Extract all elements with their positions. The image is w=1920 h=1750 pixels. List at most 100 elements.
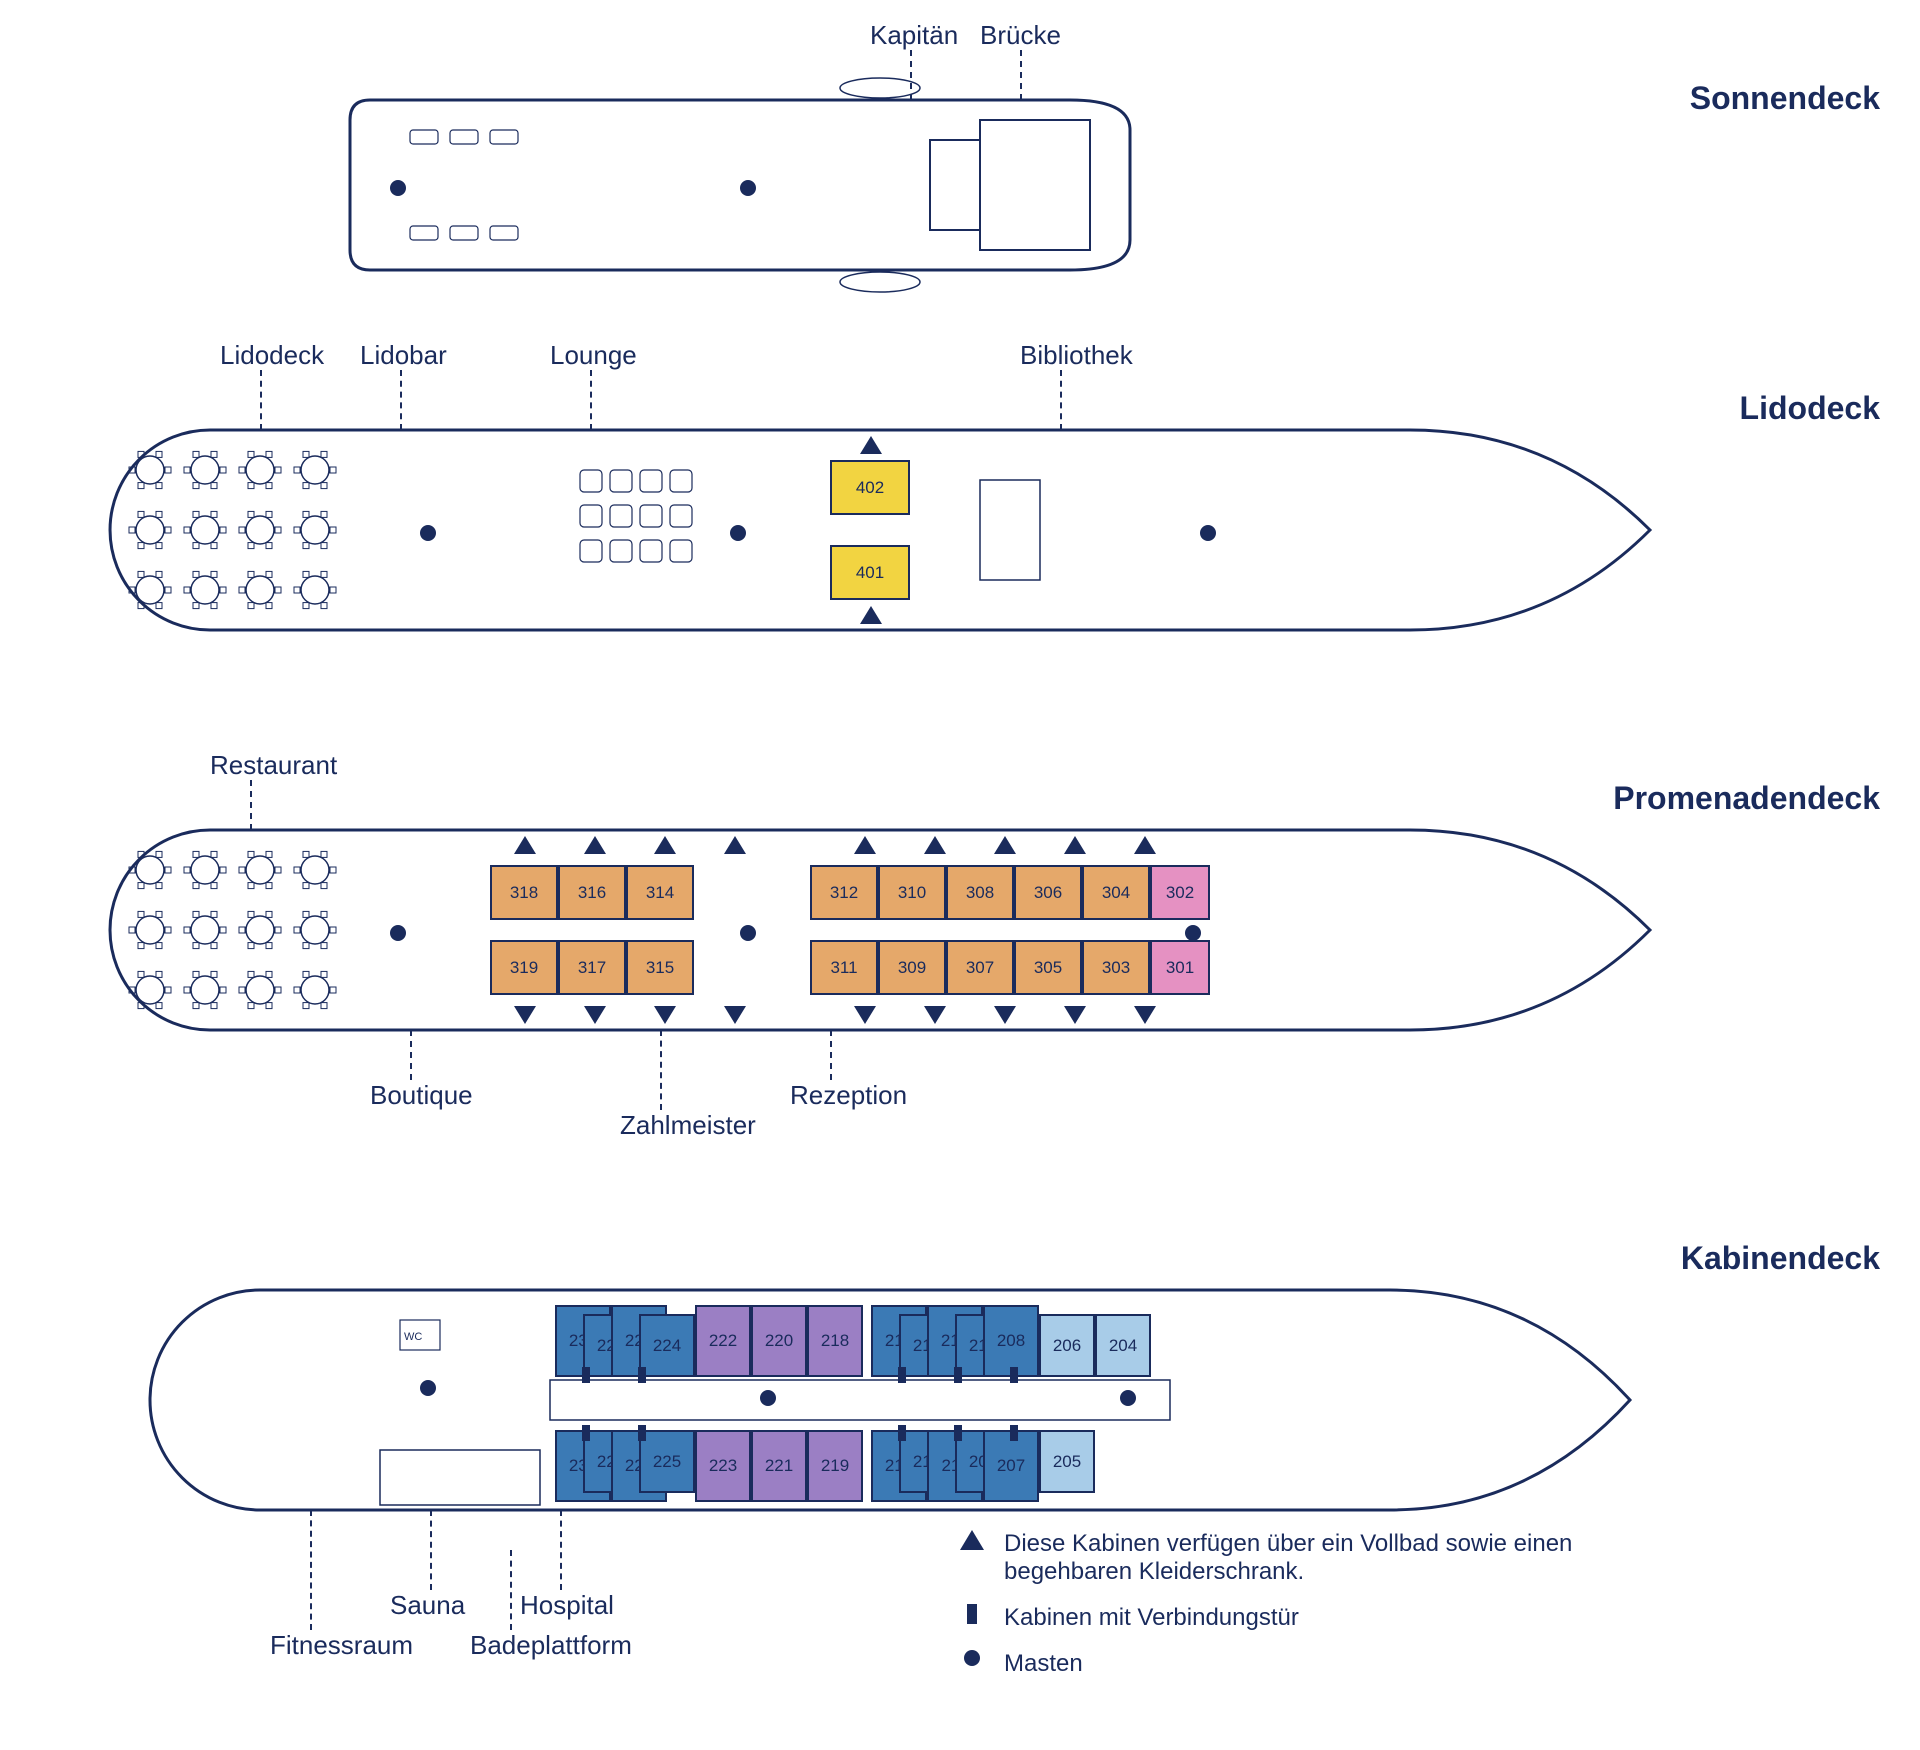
leader-line	[410, 1030, 412, 1080]
area-label-bibliothek: Bibliothek	[1020, 340, 1133, 371]
svg-text:WC: WC	[404, 1331, 422, 1343]
cabin-219: 219	[807, 1430, 863, 1502]
connecting-door-icon	[1010, 1425, 1018, 1441]
mast-icon	[740, 180, 756, 196]
leader-line	[310, 1510, 312, 1630]
area-label-lidodeck: Lidodeck	[220, 340, 324, 371]
connecting-door-icon	[898, 1367, 906, 1383]
legend-item: Kabinen mit Verbindungstür	[960, 1604, 1760, 1632]
area-label-lounge: Lounge	[550, 340, 637, 371]
cabin-311: 311	[810, 940, 878, 995]
cabin-224: 224	[639, 1314, 695, 1377]
area-label-zahlmeister: Zahlmeister	[620, 1110, 756, 1141]
fullbath-icon	[860, 436, 882, 454]
connecting-door-icon	[954, 1367, 962, 1383]
fullbath-icon	[994, 836, 1016, 854]
cabin-307: 307	[946, 940, 1014, 995]
leader-line	[560, 1510, 562, 1590]
mast-icon	[760, 1390, 776, 1406]
fullbath-icon	[994, 1006, 1016, 1024]
hull-outline	[20, 340, 1720, 710]
fullbath-icon	[584, 1006, 606, 1024]
area-label-brücke: Brücke	[980, 20, 1061, 51]
cabin-314: 314	[626, 865, 694, 920]
cabin-305: 305	[1014, 940, 1082, 995]
area-label-restaurant: Restaurant	[210, 750, 337, 781]
cabin-306: 306	[1014, 865, 1082, 920]
cabin-312: 312	[810, 865, 878, 920]
mast-icon	[1185, 925, 1201, 941]
connecting-door-icon	[967, 1604, 977, 1624]
mast-icon	[420, 525, 436, 541]
cabin-206: 206	[1039, 1314, 1095, 1377]
fullbath-icon	[654, 836, 676, 854]
connecting-door-icon	[954, 1425, 962, 1441]
connecting-door-icon	[582, 1425, 590, 1441]
mast-icon	[1120, 1390, 1136, 1406]
deck-promenadendeck: Promenadendeck Restaurant Boutique Zahlmeis…	[20, 750, 1900, 1170]
fullbath-icon	[724, 1006, 746, 1024]
mast-icon	[740, 925, 756, 941]
leader-line	[660, 1030, 662, 1110]
fullbath-icon	[860, 606, 882, 624]
fullbath-icon	[1134, 836, 1156, 854]
hull-outline	[20, 20, 1720, 300]
leader-line	[400, 370, 402, 430]
area-label-lidobar: Lidobar	[360, 340, 447, 371]
mast-icon	[1200, 525, 1216, 541]
leader-line	[830, 1030, 832, 1080]
area-label-fitnessraum: Fitnessraum	[270, 1630, 413, 1661]
mast-icon	[730, 525, 746, 541]
cabin-225: 225	[639, 1430, 695, 1493]
cabin-304: 304	[1082, 865, 1150, 920]
leader-line	[1020, 50, 1022, 100]
legend-item: Masten	[960, 1650, 1760, 1678]
legend-text: Masten	[1004, 1650, 1083, 1678]
cabin-319: 319	[490, 940, 558, 995]
fullbath-icon	[514, 1006, 536, 1024]
legend-text: Kabinen mit Verbindungstür	[1004, 1604, 1299, 1632]
cabin-315: 315	[626, 940, 694, 995]
leader-line	[1060, 370, 1062, 430]
mast-icon	[420, 1380, 436, 1396]
cabin-220: 220	[751, 1305, 807, 1377]
cabin-204: 204	[1095, 1314, 1151, 1377]
fullbath-icon	[924, 836, 946, 854]
deck-lidodeck: LidodeckLidodeckLidobarLoungeBibliothek4…	[20, 340, 1900, 710]
area-label-badeplattform: Badeplattform	[470, 1630, 632, 1661]
area-label-boutique: Boutique	[370, 1080, 473, 1111]
connecting-door-icon	[898, 1425, 906, 1441]
legend-item: Diese Kabinen verfügen über ein Vollbad …	[960, 1530, 1760, 1586]
fullbath-icon	[1064, 1006, 1086, 1024]
cabin-317: 317	[558, 940, 626, 995]
deck-title: Promenadendeck	[1613, 780, 1880, 817]
connecting-door-icon	[582, 1367, 590, 1383]
leader-line	[590, 370, 592, 430]
mast-icon	[390, 925, 406, 941]
fullbath-icon	[584, 836, 606, 854]
cabin-309: 309	[878, 940, 946, 995]
connecting-door-icon	[1010, 1367, 1018, 1383]
fullbath-icon	[654, 1006, 676, 1024]
area-label-kapitän: Kapitän	[870, 20, 958, 51]
cabin-221: 221	[751, 1430, 807, 1502]
leader-line	[260, 370, 262, 430]
cabin-205: 205	[1039, 1430, 1095, 1493]
connecting-door-icon	[638, 1367, 646, 1383]
cabin-318: 318	[490, 865, 558, 920]
mast-icon	[390, 180, 406, 196]
fullbath-icon	[1134, 1006, 1156, 1024]
fullbath-icon	[514, 836, 536, 854]
cabin-316: 316	[558, 865, 626, 920]
leader-line	[430, 1510, 432, 1590]
cabin-401: 401	[830, 545, 910, 600]
legend: Diese Kabinen verfügen über ein Vollbad …	[960, 1530, 1760, 1696]
area-label-rezeption: Rezeption	[790, 1080, 907, 1111]
fullbath-icon	[960, 1530, 984, 1550]
fullbath-icon	[924, 1006, 946, 1024]
fullbath-icon	[1064, 836, 1086, 854]
mast-icon	[964, 1650, 980, 1666]
cabin-222: 222	[695, 1305, 751, 1377]
leader-line	[510, 1550, 512, 1630]
cabin-303: 303	[1082, 940, 1150, 995]
